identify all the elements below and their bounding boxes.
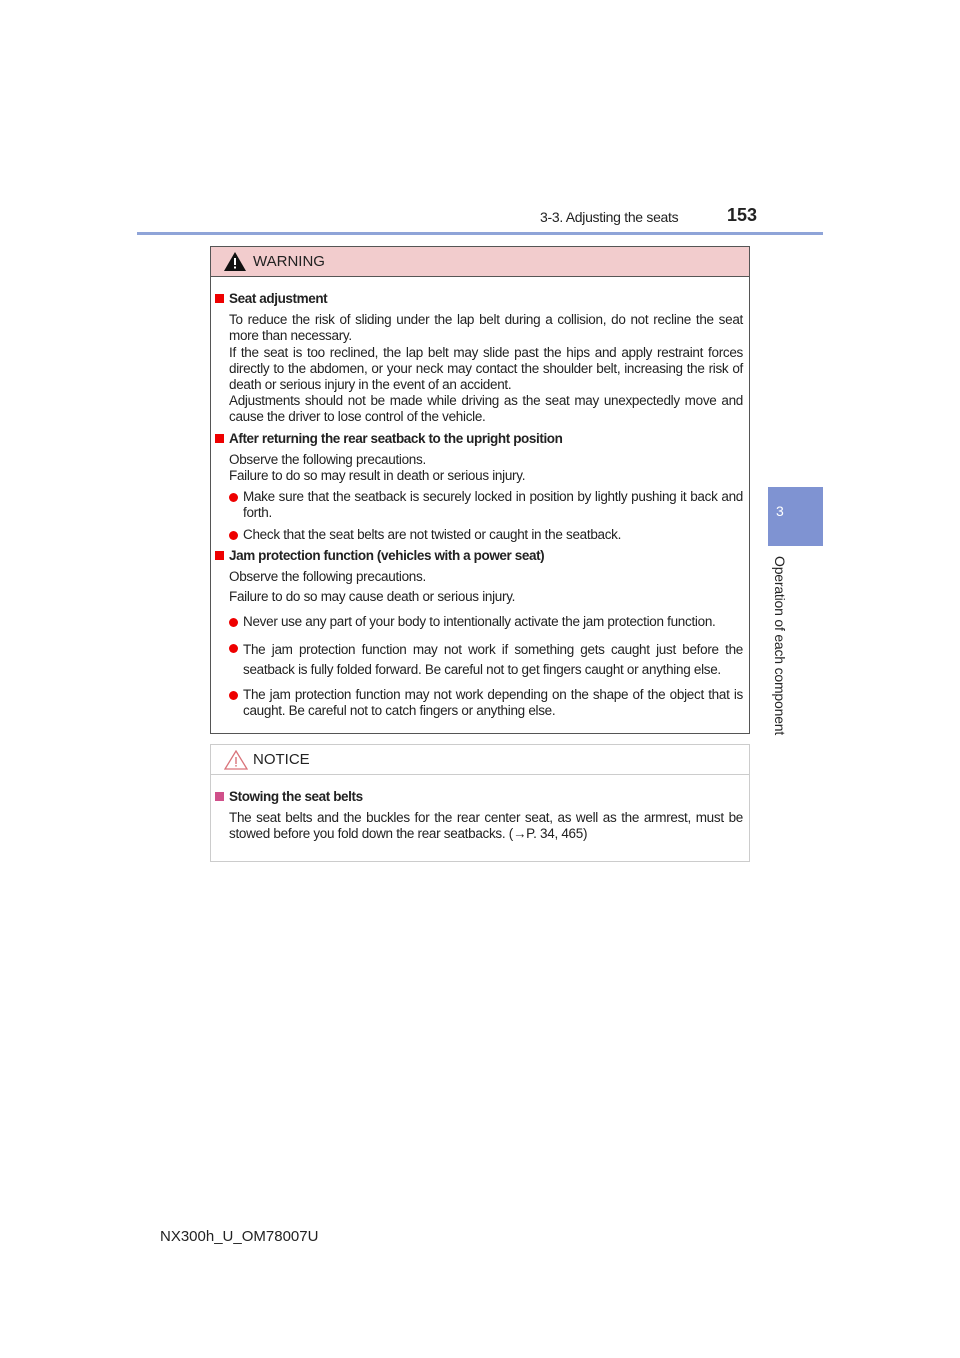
warning-body: Seat adjustment To reduce the risk of sl… (211, 277, 749, 719)
section-heading-text: Seat adjustment (229, 291, 328, 306)
section-heading: Stowing the seat belts (215, 789, 743, 805)
square-bullet-icon (215, 792, 224, 802)
paragraph: To reduce the risk of sliding under the … (229, 312, 743, 344)
bullet-item: The jam protection function may not work… (229, 687, 743, 719)
paragraph: Observe the following precautions. (229, 451, 426, 467)
section-heading-text: Stowing the seat belts (229, 789, 363, 805)
caution-icon (224, 750, 248, 770)
notice-header: NOTICE (211, 745, 749, 776)
page-number: 153 (727, 205, 758, 225)
section-heading: Seat adjustment (215, 291, 743, 307)
paragraph: Failure to do so may cause death or seri… (229, 589, 516, 605)
square-bullet-icon (215, 294, 224, 303)
notice-title: NOTICE (253, 751, 310, 769)
section-heading: Jam protection function (vehicles with a… (215, 548, 743, 564)
bullet-item: Never use any part of your body to inten… (229, 614, 743, 630)
chapter-label: Operation of each component (772, 556, 788, 736)
warning-title: WARNING (253, 253, 325, 270)
paragraph: If the seat is too reclined, the lap bel… (229, 344, 743, 393)
bullet-item: The jam protection function may not work… (229, 640, 743, 680)
paragraph: The seat belts and the buckles for the r… (229, 810, 743, 842)
document-code: NX300h_U_OM78007U (160, 1228, 319, 1245)
square-bullet-icon (215, 433, 224, 443)
section-heading: After returning the rear seatback to the… (215, 431, 743, 447)
warning-icon (224, 252, 246, 271)
warning-header: WARNING (211, 247, 749, 277)
bullet-item: Make sure that the seatback is securely … (229, 489, 743, 521)
chapter-tab: 3 (768, 487, 823, 546)
paragraph: Failure to do so may result in death or … (229, 468, 526, 484)
paragraph: Adjustments should not be made while dri… (229, 393, 743, 425)
warning-box: WARNING Seat adjustment To reduce the ri… (210, 246, 750, 735)
section-heading-text: After returning the rear seatback to the… (229, 430, 563, 446)
content-column: WARNING Seat adjustment To reduce the ri… (210, 246, 750, 862)
header-rule (137, 232, 823, 235)
paragraph: Observe the following precautions. (229, 569, 426, 585)
bullet-item: Check that the seat belts are not twiste… (229, 527, 743, 543)
notice-box: NOTICE Stowing the seat belts The seat b… (210, 744, 750, 862)
section-title: 3-3. Adjusting the seats (540, 209, 679, 225)
section-heading-text: Jam protection function (vehicles with a… (229, 547, 545, 563)
square-bullet-icon (215, 550, 224, 560)
notice-body: Stowing the seat belts The seat belts an… (211, 775, 749, 843)
